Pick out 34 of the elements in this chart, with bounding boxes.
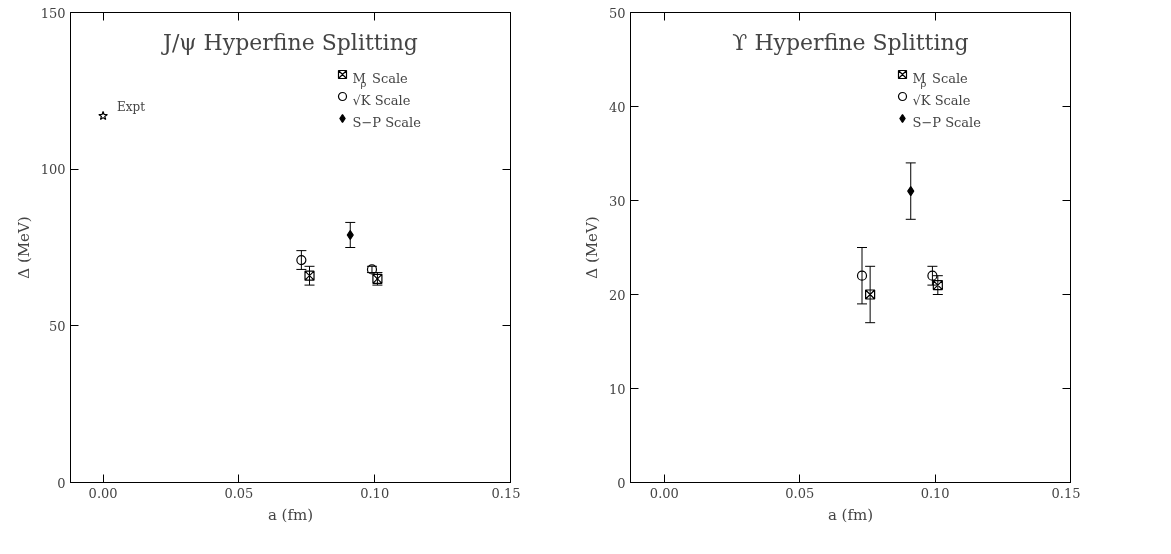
point (907, 186, 915, 197)
y-tick-label: 20 (608, 287, 626, 303)
point (865, 289, 876, 300)
y-tick-label: 150 (40, 5, 66, 21)
x-axis-title: a (fm) (827, 505, 874, 524)
point (932, 280, 943, 291)
text: ϒ Hyperfine Splitting (732, 29, 969, 55)
x-tick-label: 0.05 (785, 485, 815, 501)
point (98, 110, 108, 121)
y-tick-label: 40 (608, 99, 626, 115)
legend-label: √K Scale (912, 93, 971, 108)
point (856, 270, 868, 281)
y-tick-label: 10 (608, 381, 626, 397)
y-axis-title: Δ (MeV) (14, 216, 33, 279)
x-tick-label: 0.00 (649, 485, 679, 501)
x-tick-label: 0.00 (88, 485, 118, 501)
y-tick-label: 0 (617, 475, 626, 491)
x-tick-label: 0.15 (491, 485, 521, 501)
x-tick-label: 0.10 (360, 485, 390, 501)
y-tick-label: 50 (48, 318, 66, 334)
legend-label: √K Scale (352, 93, 411, 108)
legend-label: S−P Scale (352, 115, 422, 130)
annotation: Expt (117, 99, 146, 114)
y-tick-label: 100 (40, 162, 66, 178)
y-axis-title: Δ (MeV) (582, 216, 601, 279)
legend-label: S−P Scale (912, 115, 982, 130)
x-tick-label: 0.05 (224, 485, 254, 501)
y-tick-label: 50 (608, 5, 626, 21)
x-axis-title: a (fm) (267, 505, 314, 524)
x-tick-label: 0.15 (1051, 485, 1081, 501)
x-tick-label: 0.10 (920, 485, 950, 501)
y-tick-label: 30 (608, 193, 626, 209)
y-tick-label: 0 (57, 475, 66, 491)
text: J/ψ Hyperfine Splitting (161, 29, 418, 55)
